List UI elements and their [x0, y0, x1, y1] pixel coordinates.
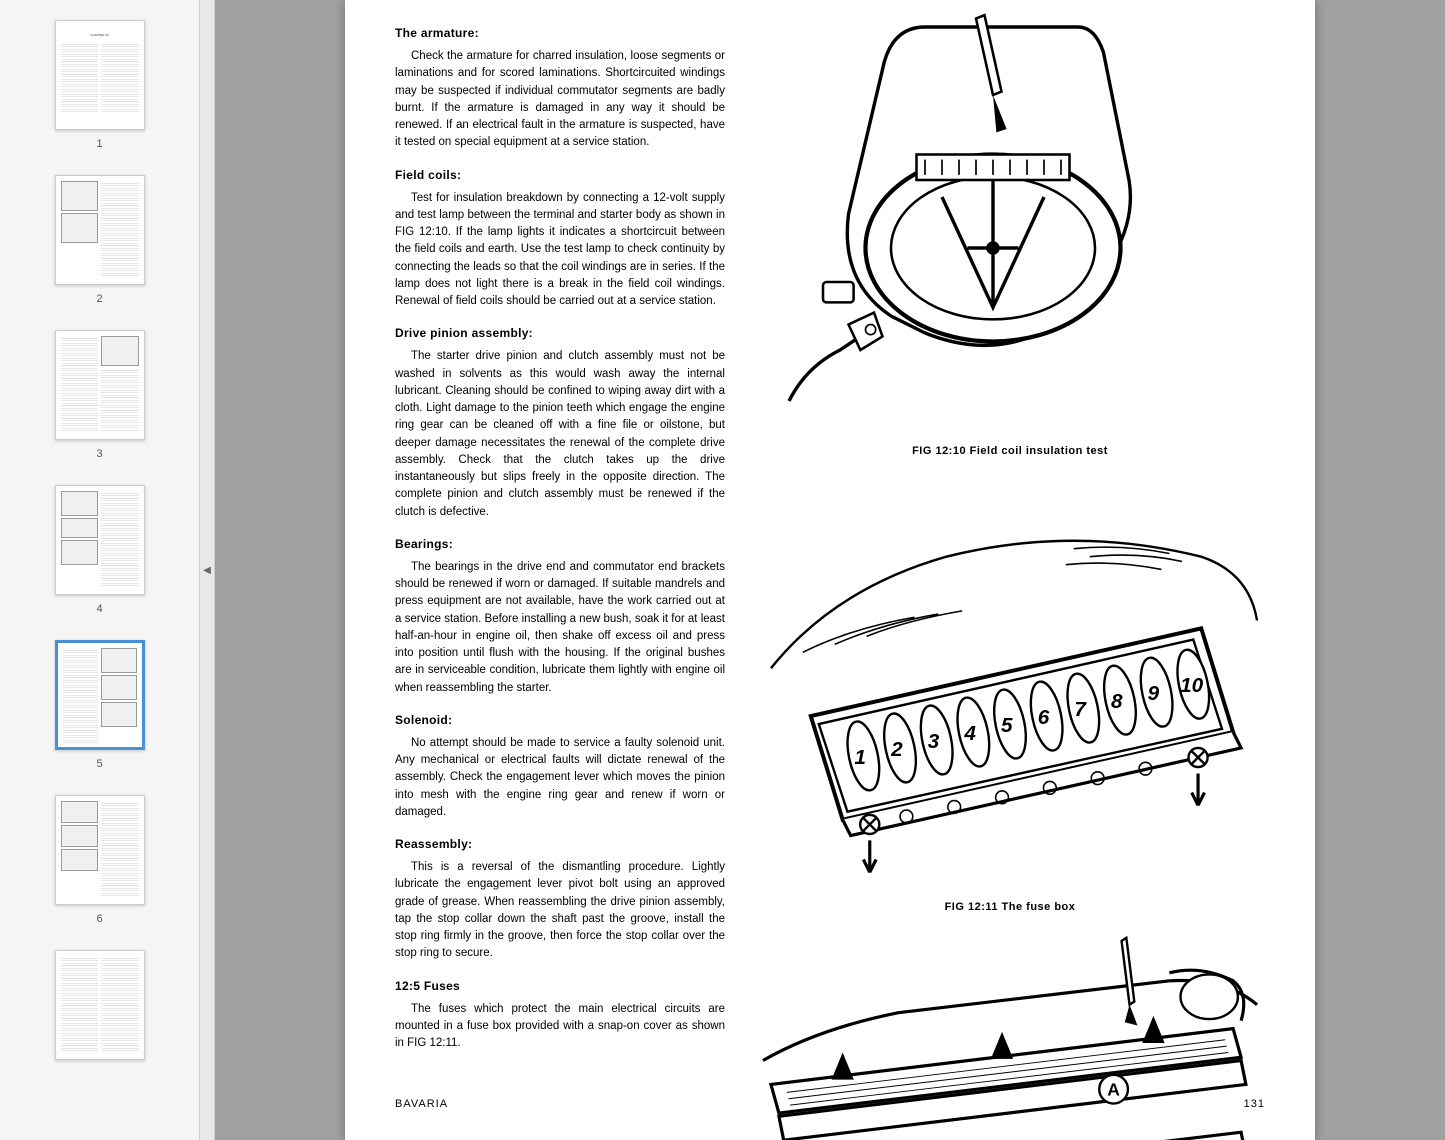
thumbnail-label: 6	[96, 913, 102, 925]
svg-text:6: 6	[1038, 706, 1050, 729]
svg-text:9: 9	[1148, 682, 1160, 705]
svg-text:3: 3	[928, 730, 940, 753]
thumbnail-3[interactable]: 3	[0, 330, 199, 460]
thumbnail-label: 4	[96, 603, 102, 615]
document-page: The armature: Check the armature for cha…	[345, 0, 1315, 1140]
fuse-box-diagram: 1 2 34 5 6 7 8 9 10	[755, 477, 1265, 891]
thumbnail-1[interactable]: CHAPTER 12 1	[0, 20, 199, 150]
thumbnail-6[interactable]: 6	[0, 795, 199, 925]
chevron-left-icon: ◀	[203, 565, 211, 576]
thumbnail-sidebar[interactable]: CHAPTER 12 1 2	[0, 0, 200, 1140]
section-body: The starter drive pinion and clutch asse…	[395, 348, 725, 521]
section-heading-drive-pinion: Drive pinion assembly:	[395, 324, 725, 342]
figure-caption: FIG 12:11 The fuse box	[945, 901, 1076, 913]
svg-text:10: 10	[1180, 674, 1204, 697]
section-body: Check the armature for charred insulatio…	[395, 48, 725, 152]
figure-column: FIG 12:10 Field coil insulation test	[755, 10, 1265, 1100]
section-heading-solenoid: Solenoid:	[395, 711, 725, 729]
thumbnail-label: 3	[96, 448, 102, 460]
svg-text:4: 4	[963, 722, 976, 745]
page-number: 131	[1244, 1098, 1265, 1110]
field-coil-diagram	[755, 10, 1265, 435]
section-heading-field-coils: Field coils:	[395, 166, 725, 184]
svg-text:7: 7	[1074, 698, 1087, 721]
section-heading-bearings: Bearings:	[395, 535, 725, 553]
section-body: The bearings in the drive end and commut…	[395, 559, 725, 697]
section-heading-fuses: 12:5 Fuses	[395, 977, 725, 995]
figure-caption: FIG 12:10 Field coil insulation test	[912, 445, 1108, 457]
thumbnail-4[interactable]: 4	[0, 485, 199, 615]
page-footer: BAVARIA 131	[395, 1098, 1265, 1110]
section-body: This is a reversal of the dismantling pr…	[395, 859, 725, 963]
svg-text:1: 1	[854, 746, 866, 769]
svg-text:8: 8	[1111, 690, 1123, 713]
svg-text:2: 2	[890, 738, 903, 761]
document-viewer[interactable]: The armature: Check the armature for cha…	[215, 0, 1445, 1140]
thumbnail-label: 2	[96, 293, 102, 305]
thumbnail-label: 1	[96, 138, 102, 150]
svg-text:5: 5	[1001, 714, 1013, 737]
thumbnail-2[interactable]: 2	[0, 175, 199, 305]
figure-12-11: 1 2 34 5 6 7 8 9 10 FIG 12:11 The fuse box	[755, 477, 1265, 913]
text-column: The armature: Check the armature for cha…	[395, 10, 725, 1100]
section-heading-reassembly: Reassembly:	[395, 835, 725, 853]
section-heading-armature: The armature:	[395, 24, 725, 42]
thumbnail-5[interactable]: 5	[0, 640, 199, 770]
sidebar-collapse-handle[interactable]: ◀	[200, 0, 215, 1140]
footer-title: BAVARIA	[395, 1098, 448, 1110]
section-body: Test for insulation breakdown by connect…	[395, 190, 725, 311]
thumbnail-label: 5	[96, 758, 102, 770]
section-body: No attempt should be made to service a f…	[395, 735, 725, 821]
svg-text:A: A	[1107, 1080, 1120, 1100]
section-body: The fuses which protect the main electri…	[395, 1001, 725, 1053]
thumbnail-7[interactable]	[0, 950, 199, 1060]
figure-12-10: FIG 12:10 Field coil insulation test	[755, 10, 1265, 457]
